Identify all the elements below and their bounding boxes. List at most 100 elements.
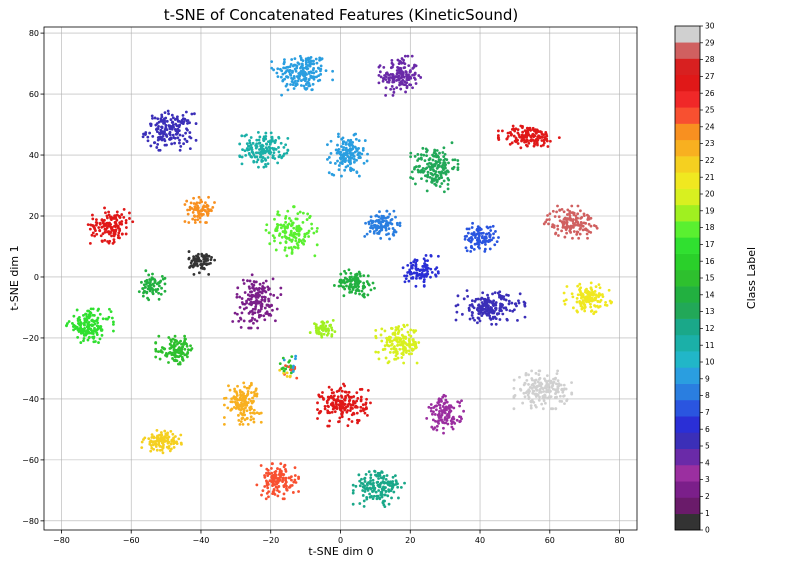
data-point	[92, 335, 96, 339]
data-point	[462, 409, 465, 413]
data-point	[387, 232, 390, 236]
data-point	[177, 351, 181, 355]
data-point	[270, 304, 274, 307]
data-point	[249, 136, 253, 139]
colorbar-segment	[675, 221, 700, 238]
data-point	[429, 409, 433, 413]
data-point	[246, 401, 250, 404]
data-point	[361, 286, 365, 290]
data-point	[431, 173, 435, 177]
data-point	[310, 227, 314, 230]
data-point	[508, 142, 512, 146]
data-point	[560, 388, 564, 392]
data-point	[394, 354, 398, 358]
data-point	[272, 293, 276, 297]
data-point	[597, 283, 601, 287]
data-point	[140, 440, 144, 444]
data-point	[149, 122, 153, 126]
data-point	[262, 139, 266, 143]
data-point	[400, 333, 404, 337]
data-point	[469, 236, 473, 240]
data-point	[478, 228, 482, 232]
data-point	[304, 232, 308, 236]
data-point	[316, 417, 319, 420]
data-point	[295, 217, 299, 221]
data-point	[410, 54, 414, 58]
data-point	[304, 60, 308, 64]
data-point	[154, 341, 158, 344]
data-point	[287, 486, 291, 489]
data-point	[173, 136, 177, 140]
data-point	[471, 316, 475, 320]
data-point	[428, 161, 431, 165]
data-point	[400, 76, 403, 80]
data-point	[297, 233, 301, 237]
data-point	[98, 312, 102, 316]
data-point	[420, 177, 423, 181]
data-point	[579, 286, 583, 290]
data-point	[250, 282, 254, 286]
data-point	[375, 474, 379, 478]
data-point	[168, 342, 172, 346]
data-point	[435, 424, 439, 428]
data-point	[527, 395, 531, 399]
data-point	[429, 403, 433, 406]
data-point	[281, 478, 285, 482]
data-point	[510, 301, 514, 305]
data-point	[93, 329, 97, 333]
data-point	[331, 318, 335, 322]
data-point	[285, 254, 289, 258]
data-point	[388, 350, 392, 354]
data-point	[371, 490, 374, 493]
data-point	[167, 112, 170, 116]
data-point	[425, 189, 429, 193]
colorbar-segment	[675, 74, 700, 92]
data-point	[472, 247, 476, 251]
data-point	[361, 489, 365, 492]
data-point	[443, 153, 447, 156]
data-point	[270, 475, 273, 479]
data-point	[336, 159, 339, 163]
data-point	[298, 210, 302, 214]
data-point	[270, 467, 273, 470]
data-point	[351, 151, 355, 155]
data-point	[345, 153, 349, 157]
data-point	[518, 387, 522, 391]
data-point	[390, 496, 393, 500]
data-point	[319, 72, 323, 76]
data-point	[261, 489, 265, 493]
data-point	[431, 412, 434, 416]
data-point	[585, 232, 589, 236]
data-point	[332, 173, 336, 177]
data-point	[240, 401, 243, 405]
data-point	[241, 416, 245, 420]
data-point	[364, 406, 368, 409]
data-point	[523, 140, 526, 144]
data-point	[250, 391, 253, 394]
data-point	[164, 352, 168, 355]
data-point	[539, 144, 543, 148]
data-point	[355, 272, 359, 276]
data-point	[197, 271, 201, 275]
data-point	[375, 481, 379, 484]
data-point	[437, 170, 441, 174]
data-point	[255, 394, 259, 398]
data-point	[328, 419, 332, 423]
data-point	[171, 357, 174, 360]
data-point	[173, 349, 176, 353]
data-point	[444, 166, 447, 170]
data-point	[267, 231, 271, 235]
data-point	[332, 398, 336, 402]
data-point	[278, 470, 282, 473]
data-point	[346, 424, 350, 428]
data-point	[155, 428, 159, 432]
data-point	[248, 279, 252, 283]
data-point	[598, 304, 602, 308]
data-point	[168, 347, 172, 350]
data-point	[171, 439, 175, 443]
data-point	[319, 409, 323, 413]
data-point	[550, 381, 554, 384]
data-point	[157, 148, 161, 152]
data-point	[186, 348, 190, 352]
data-point	[556, 369, 560, 373]
